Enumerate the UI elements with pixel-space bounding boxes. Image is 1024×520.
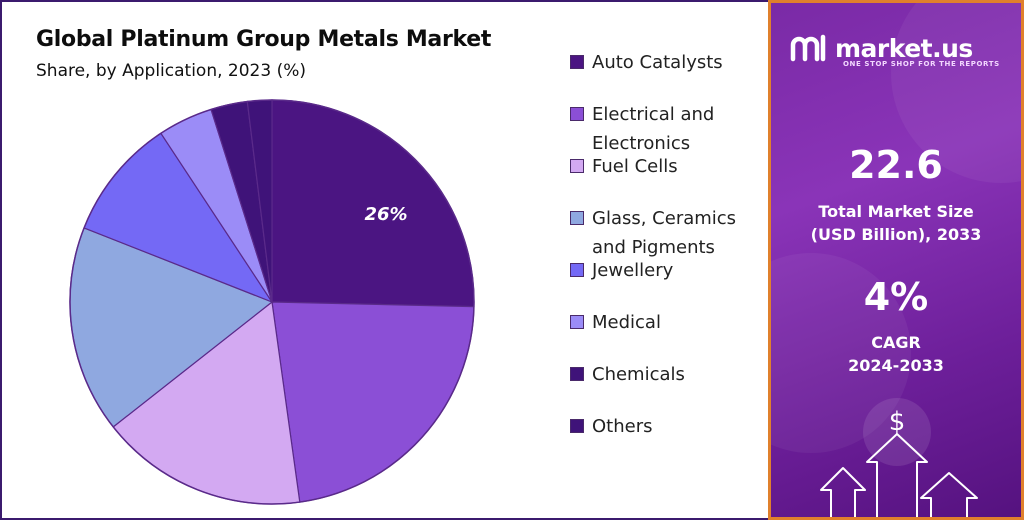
brand-tagline: ONE STOP SHOP FOR THE REPORTS xyxy=(843,60,1000,68)
legend-label: Jewellery xyxy=(592,260,674,281)
brand-name: market.us xyxy=(835,33,973,63)
legend-swatch xyxy=(570,419,584,433)
legend-swatch xyxy=(570,159,584,173)
legend-swatch xyxy=(570,107,584,121)
legend-label: Fuel Cells xyxy=(592,156,678,177)
cagr-label: CAGR xyxy=(871,333,921,352)
legend-label: Auto Catalysts xyxy=(592,52,723,73)
cagr-value: 4% xyxy=(863,275,929,319)
pie-outline xyxy=(69,99,475,505)
legend-swatch xyxy=(570,263,584,277)
data-label-auto-catalysts: 26% xyxy=(364,204,407,225)
legend-label: Glass, Ceramics and Pigments xyxy=(592,208,737,258)
chart-panel: Global Platinum Group Metals Market Shar… xyxy=(0,0,768,520)
market-summary-panel: market.us ONE STOP SHOP FOR THE REPORTS … xyxy=(768,0,1024,520)
chart-subtitle: Share, by Application, 2023 (%) xyxy=(36,61,306,81)
legend-item: Glass, Ceramics and Pigments xyxy=(570,204,762,262)
legend-swatch xyxy=(570,315,584,329)
legend-label: Medical xyxy=(592,312,661,333)
market-size-label: Total Market Size (USD Billion), 2033 xyxy=(810,202,982,244)
legend-item: Electrical and Electronics xyxy=(570,100,762,158)
legend-label: Others xyxy=(592,416,653,437)
chart-title: Global Platinum Group Metals Market xyxy=(36,27,492,52)
dollar-icon: $ xyxy=(889,407,906,437)
growth-arrows-icon: $ xyxy=(820,398,978,517)
legend-item: Medical xyxy=(570,308,762,337)
pie-slice-electrical-and-electronics xyxy=(271,301,475,503)
legend-swatch xyxy=(570,55,584,69)
legend-item: Jewellery xyxy=(570,256,762,285)
legend-label: Chemicals xyxy=(592,364,685,385)
legend-item: Auto Catalysts xyxy=(570,48,762,77)
brand[interactable]: market.us xyxy=(789,31,973,65)
legend-item: Fuel Cells xyxy=(570,152,762,181)
market-size-value: 22.6 xyxy=(849,143,943,187)
market-us-logo-icon xyxy=(790,34,826,62)
legend-item: Chemicals xyxy=(570,360,762,389)
legend-item: Others xyxy=(570,412,762,441)
cagr-period: 2024-2033 xyxy=(848,356,944,375)
legend-swatch xyxy=(570,211,584,225)
legend-swatch xyxy=(570,367,584,381)
legend-label: Electrical and Electronics xyxy=(592,104,715,154)
pie-chart: 26% xyxy=(69,99,475,505)
